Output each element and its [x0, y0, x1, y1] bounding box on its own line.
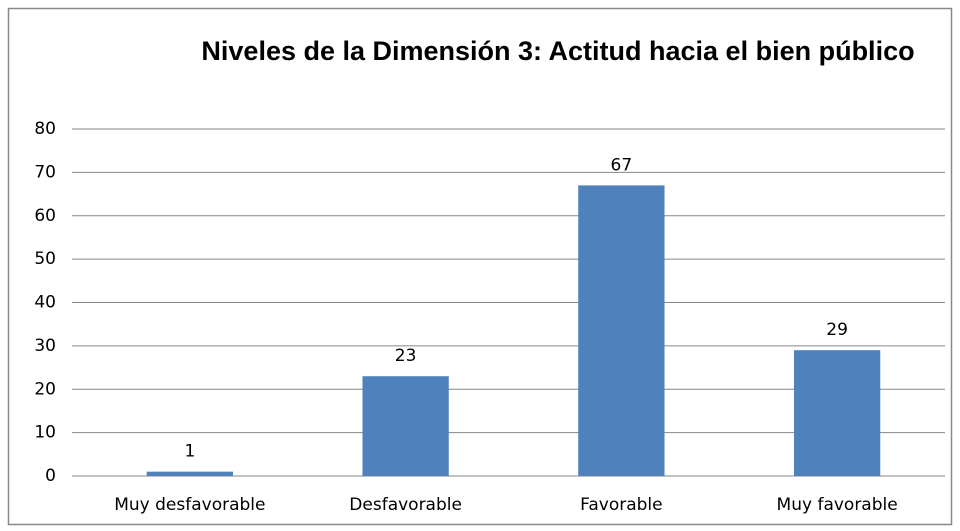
y-tick-label: 0 [45, 466, 56, 486]
data-label: 67 [611, 155, 633, 175]
y-tick-label: 10 [34, 423, 56, 443]
data-label: 1 [184, 442, 195, 462]
y-tick-label: 60 [34, 206, 56, 226]
y-tick-label: 20 [34, 379, 56, 399]
y-tick-label: 30 [34, 336, 56, 356]
chart-title: Niveles de la Dimensión 3: Actitud hacia… [201, 36, 915, 66]
y-tick-label: 70 [34, 162, 56, 182]
data-label: 29 [826, 320, 848, 340]
bar [793, 350, 881, 476]
bar [146, 471, 234, 476]
bar [362, 376, 449, 476]
bar [578, 185, 665, 476]
y-tick-label: 80 [34, 119, 56, 139]
data-label: 23 [395, 346, 417, 366]
y-tick-label: 40 [34, 293, 56, 313]
x-tick-label: Favorable [580, 495, 662, 515]
x-tick-label: Muy favorable [777, 495, 898, 515]
x-tick-label: Muy desfavorable [114, 495, 265, 515]
x-tick-label: Desfavorable [349, 495, 462, 515]
y-tick-label: 50 [34, 249, 56, 269]
